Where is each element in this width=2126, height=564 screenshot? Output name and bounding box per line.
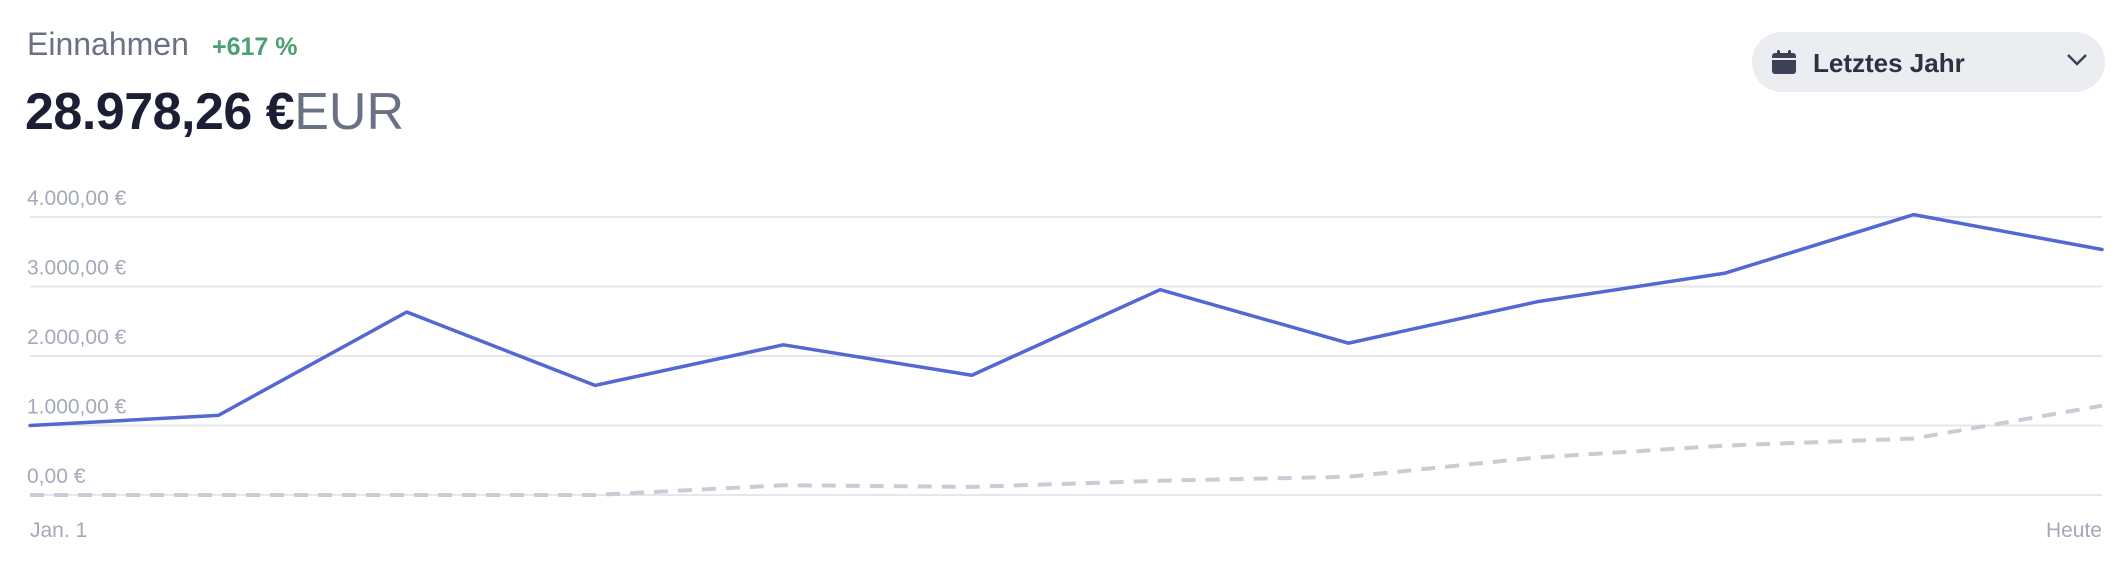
y-tick-label: 3.000,00 €	[27, 257, 127, 280]
currency-code: EUR	[294, 83, 404, 141]
x-tick-label: Jan. 1	[30, 519, 87, 542]
y-tick-label: 4.000,00 €	[27, 187, 127, 210]
calendar-icon	[1772, 50, 1796, 74]
total-amount: 28.978,26 €EUR	[25, 82, 404, 142]
amount-value: 28.978,26 €	[25, 83, 295, 141]
x-tick-label: Heute	[2046, 519, 2102, 542]
change-badge: +617 %	[212, 33, 298, 61]
y-tick-label: 1.000,00 €	[27, 396, 127, 419]
date-range-label: Letztes Jahr	[1813, 48, 1965, 78]
date-range-select[interactable]: Letztes Jahr	[1752, 32, 2105, 92]
y-tick-label: 0,00 €	[27, 465, 86, 488]
current-period-line	[28, 212, 2104, 428]
previous-period-line	[30, 403, 2103, 497]
chart-title: Einnahmen	[27, 26, 189, 62]
chevron-down-icon	[2067, 54, 2087, 66]
y-tick-label: 2.000,00 €	[27, 326, 127, 349]
